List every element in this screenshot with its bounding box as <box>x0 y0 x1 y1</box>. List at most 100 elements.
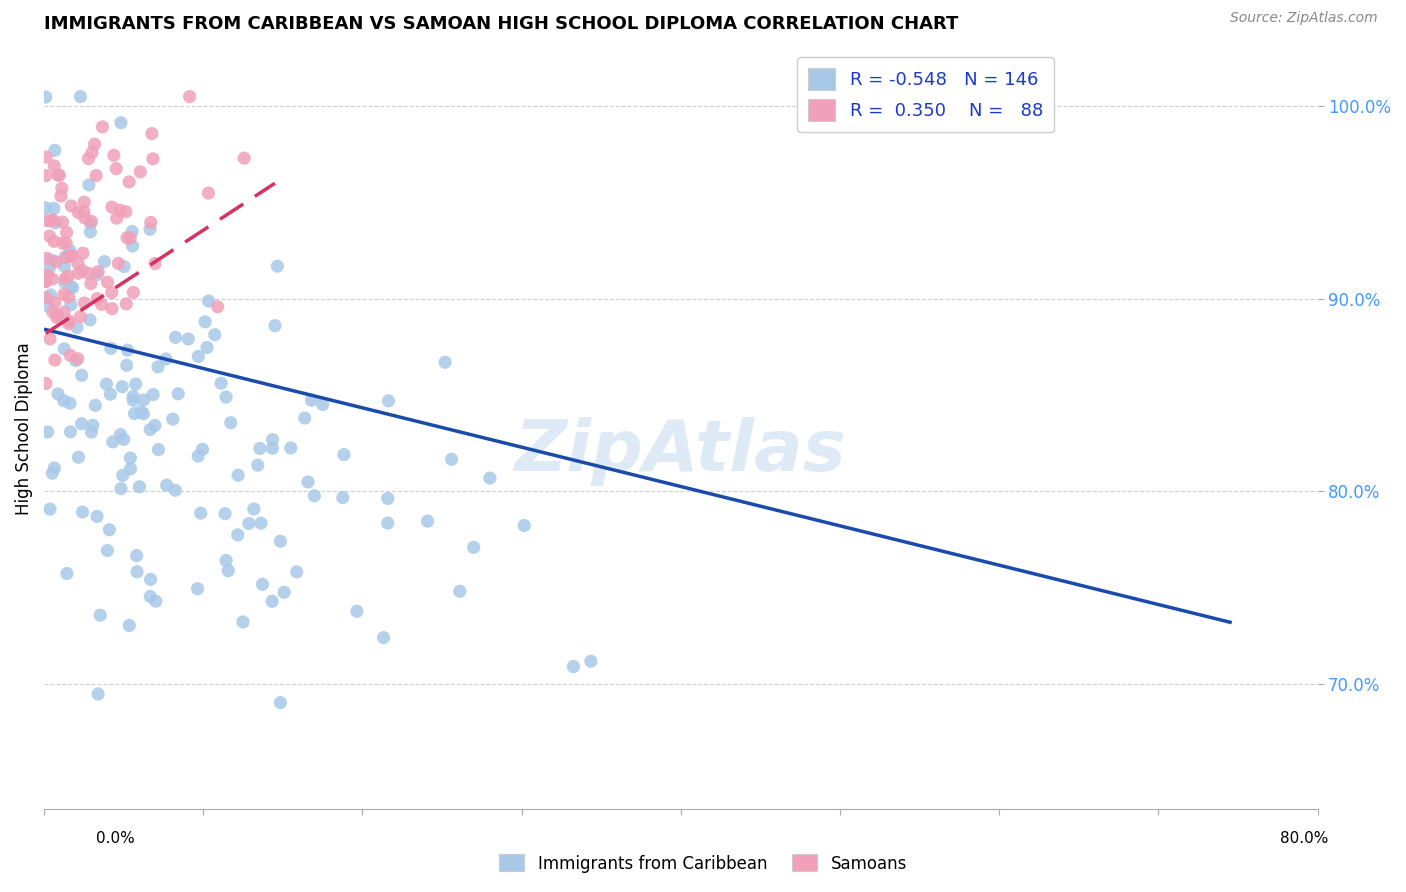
Point <box>60 248 83 262</box>
Point <box>35 274 58 288</box>
Point <box>35 169 58 183</box>
Point <box>91 120 114 134</box>
Point <box>73 195 96 210</box>
Point <box>333 448 356 462</box>
Point <box>52 305 75 319</box>
Point <box>41 253 63 268</box>
Point <box>56 250 79 264</box>
Point <box>67 450 90 465</box>
Point <box>80 425 103 439</box>
Point <box>107 256 129 270</box>
Point <box>187 350 209 364</box>
Point <box>105 211 128 226</box>
Point <box>264 318 287 333</box>
Point <box>246 458 269 473</box>
Point <box>79 313 101 327</box>
Point <box>77 178 100 192</box>
Point <box>53 260 76 274</box>
Point <box>35 213 58 227</box>
Point <box>285 565 308 579</box>
Point <box>262 441 284 455</box>
Point <box>96 543 118 558</box>
Point <box>129 165 152 179</box>
Point <box>301 393 323 408</box>
Point <box>165 483 187 498</box>
Point <box>53 342 76 356</box>
Point <box>80 145 103 160</box>
Point <box>110 482 132 496</box>
Point <box>155 351 177 366</box>
Point <box>117 343 139 358</box>
Point <box>101 285 124 300</box>
Point <box>86 292 108 306</box>
Point <box>51 181 73 195</box>
Point <box>214 507 236 521</box>
Point <box>434 355 457 369</box>
Point <box>67 205 90 219</box>
Point <box>83 137 105 152</box>
Point <box>39 332 62 346</box>
Point <box>118 175 141 189</box>
Point <box>70 368 93 383</box>
Point <box>377 393 399 408</box>
Point <box>513 518 536 533</box>
Point <box>44 353 66 368</box>
Point <box>190 506 212 520</box>
Point <box>273 585 295 599</box>
Point <box>463 541 485 555</box>
Point <box>51 215 73 229</box>
Point <box>35 150 58 164</box>
Point <box>139 215 162 229</box>
Point <box>45 255 67 269</box>
Point <box>122 285 145 300</box>
Point <box>346 604 368 618</box>
Point <box>53 287 76 301</box>
Legend: R = -0.548   N = 146, R =  0.350    N =   88: R = -0.548 N = 146, R = 0.350 N = 88 <box>797 57 1054 132</box>
Text: 0.0%: 0.0% <box>96 831 135 846</box>
Point <box>55 235 77 250</box>
Point <box>42 202 65 216</box>
Point <box>59 348 82 362</box>
Point <box>96 377 118 392</box>
Point <box>69 310 91 324</box>
Point <box>72 505 94 519</box>
Point <box>53 250 76 264</box>
Point <box>297 475 319 489</box>
Point <box>312 397 335 411</box>
Point <box>55 225 77 239</box>
Point <box>35 201 58 215</box>
Text: ZipAtlas: ZipAtlas <box>515 417 846 486</box>
Point <box>101 434 124 449</box>
Point <box>197 186 219 200</box>
Point <box>215 553 238 567</box>
Point <box>177 332 200 346</box>
Point <box>44 216 66 230</box>
Point <box>110 427 132 442</box>
Point <box>39 502 62 516</box>
Point <box>115 359 138 373</box>
Point <box>128 480 150 494</box>
Point <box>139 222 162 236</box>
Y-axis label: High School Diploma: High School Diploma <box>15 343 32 515</box>
Point <box>125 377 148 392</box>
Point <box>262 433 284 447</box>
Point <box>111 380 134 394</box>
Text: 80.0%: 80.0% <box>1281 831 1329 846</box>
Point <box>73 296 96 310</box>
Point <box>132 392 155 407</box>
Point <box>84 169 107 183</box>
Point <box>120 462 142 476</box>
Point <box>42 305 65 319</box>
Point <box>143 418 166 433</box>
Point <box>35 376 58 391</box>
Point <box>44 461 66 475</box>
Point <box>148 442 170 457</box>
Point <box>84 398 107 412</box>
Point <box>38 261 60 276</box>
Point <box>60 250 83 264</box>
Point <box>72 263 94 277</box>
Point <box>60 199 83 213</box>
Point <box>45 310 67 325</box>
Point <box>141 127 163 141</box>
Point <box>125 565 148 579</box>
